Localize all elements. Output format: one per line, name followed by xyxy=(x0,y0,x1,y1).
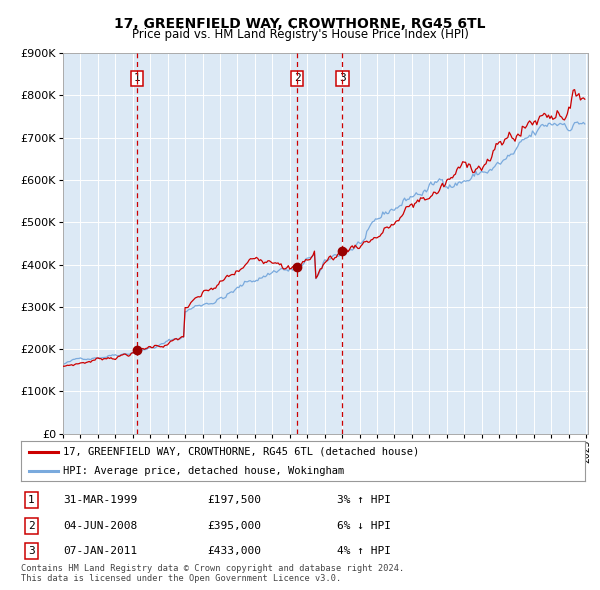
Text: 4% ↑ HPI: 4% ↑ HPI xyxy=(337,546,391,556)
Text: 3: 3 xyxy=(339,74,346,83)
Text: 04-JUN-2008: 04-JUN-2008 xyxy=(64,520,137,530)
Text: HPI: Average price, detached house, Wokingham: HPI: Average price, detached house, Woki… xyxy=(64,466,344,476)
Text: 2: 2 xyxy=(293,74,301,83)
Text: £395,000: £395,000 xyxy=(207,520,261,530)
Text: 17, GREENFIELD WAY, CROWTHORNE, RG45 6TL (detached house): 17, GREENFIELD WAY, CROWTHORNE, RG45 6TL… xyxy=(64,447,419,457)
Text: 1: 1 xyxy=(134,74,140,83)
Text: £433,000: £433,000 xyxy=(207,546,261,556)
Text: Price paid vs. HM Land Registry's House Price Index (HPI): Price paid vs. HM Land Registry's House … xyxy=(131,28,469,41)
Text: £197,500: £197,500 xyxy=(207,496,261,505)
Text: 17, GREENFIELD WAY, CROWTHORNE, RG45 6TL: 17, GREENFIELD WAY, CROWTHORNE, RG45 6TL xyxy=(114,17,486,31)
Text: 07-JAN-2011: 07-JAN-2011 xyxy=(64,546,137,556)
Text: 3: 3 xyxy=(28,546,35,556)
Text: 2: 2 xyxy=(28,520,35,530)
Text: 6% ↓ HPI: 6% ↓ HPI xyxy=(337,520,391,530)
Text: 31-MAR-1999: 31-MAR-1999 xyxy=(64,496,137,505)
Text: 3% ↑ HPI: 3% ↑ HPI xyxy=(337,496,391,505)
Text: Contains HM Land Registry data © Crown copyright and database right 2024.: Contains HM Land Registry data © Crown c… xyxy=(21,563,404,572)
Text: 1: 1 xyxy=(28,496,35,505)
Text: This data is licensed under the Open Government Licence v3.0.: This data is licensed under the Open Gov… xyxy=(21,574,341,583)
